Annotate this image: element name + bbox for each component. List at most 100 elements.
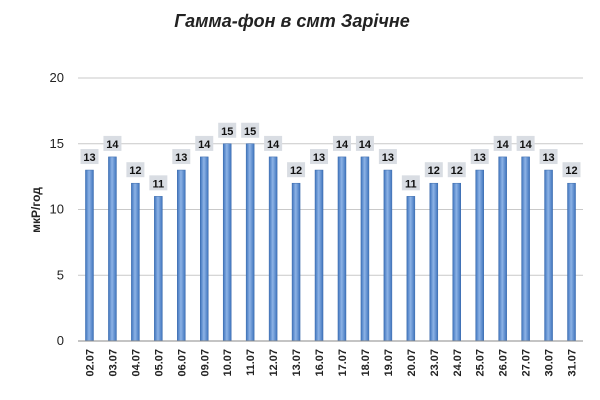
data-label-box: [332, 135, 351, 151]
bars: [85, 143, 576, 342]
x-tick-label: 19.07: [383, 349, 395, 377]
bar-09.07: [200, 156, 209, 342]
data-label-text: 12: [290, 165, 302, 177]
data-label-09.07: 14: [195, 135, 214, 151]
bar-06.07: [177, 169, 186, 342]
x-tick-label: 30.07: [544, 349, 556, 377]
data-label-text: 15: [244, 126, 256, 138]
bar-24.07: [452, 182, 461, 342]
x-tick-label: 09.07: [199, 349, 211, 377]
y-tick-label: 5: [57, 267, 64, 282]
bar-27.07: [521, 156, 530, 342]
data-label-19.07: 13: [378, 149, 397, 165]
bar-17.07: [337, 156, 347, 342]
data-label-box: [218, 122, 237, 138]
data-label-text: 14: [106, 139, 119, 151]
data-label-04.07: 12: [126, 162, 145, 178]
x-tick-label: 10.07: [222, 349, 234, 377]
x-tick-label: 20.07: [406, 349, 418, 377]
data-label-text: 12: [428, 165, 440, 177]
x-tick-label: 23.07: [429, 349, 441, 377]
data-label-box: [539, 149, 558, 165]
bar-10.07: [222, 143, 232, 342]
data-label-12.07: 14: [264, 135, 283, 151]
x-tick-label: 02.07: [84, 349, 96, 377]
x-tick-label: 18.07: [360, 349, 372, 377]
data-label-text: 11: [405, 178, 417, 190]
x-tick-label: 17.07: [337, 349, 349, 377]
y-tick-label: 15: [50, 136, 64, 151]
data-label-box: [378, 149, 397, 165]
data-label-box: [470, 149, 489, 165]
data-label-06.07: 13: [172, 149, 191, 165]
bar-19.07: [383, 169, 393, 342]
data-label-box: [241, 122, 260, 138]
data-label-box: [287, 162, 306, 178]
data-label-box: [126, 162, 145, 178]
bar-11.07: [245, 143, 255, 342]
data-label-13.07: 12: [287, 162, 306, 178]
bar-25.07: [475, 169, 484, 342]
data-label-23.07: 12: [424, 162, 443, 178]
x-tick-label: 03.07: [107, 349, 119, 377]
x-tick-label: 12.07: [268, 349, 280, 377]
data-label-17.07: 14: [332, 135, 351, 151]
data-label-11.07: 15: [241, 122, 260, 138]
bar-31.07: [567, 182, 576, 342]
data-label-box: [355, 135, 374, 151]
data-label-text: 13: [542, 152, 554, 164]
data-label-box: [80, 149, 99, 165]
data-label-box: [447, 162, 466, 178]
data-label-box: [103, 135, 122, 151]
data-label-text: 15: [221, 126, 233, 138]
bar-02.07: [85, 169, 94, 342]
data-label-16.07: 13: [310, 149, 329, 165]
data-label-20.07: 11: [401, 175, 420, 191]
data-label-05.07: 11: [149, 175, 168, 191]
y-tick-labels: 0 5 10 15 20: [50, 70, 64, 348]
data-label-box: [172, 149, 191, 165]
bar-13.07: [291, 182, 301, 342]
x-tick-label: 27.07: [521, 349, 533, 377]
bar-16.07: [314, 169, 324, 342]
data-label-text: 12: [565, 165, 577, 177]
data-label-text: 12: [129, 165, 141, 177]
data-label-box: [493, 135, 512, 151]
data-label-27.07: 14: [516, 135, 535, 151]
chart-title: Гамма-фон в смт Зарічне: [174, 11, 409, 31]
data-label-18.07: 14: [355, 135, 374, 151]
data-label-box: [195, 135, 214, 151]
x-tick-label: 24.07: [452, 349, 464, 377]
x-tick-label: 31.07: [567, 349, 579, 377]
x-tick-label: 04.07: [130, 349, 142, 377]
bar-26.07: [498, 156, 507, 342]
x-tick-label: 26.07: [498, 349, 510, 377]
data-label-text: 12: [451, 165, 463, 177]
data-label-box: [310, 149, 329, 165]
data-label-text: 13: [382, 152, 394, 164]
data-label-text: 11: [153, 178, 165, 190]
x-tick-label: 05.07: [153, 349, 165, 377]
x-tick-label: 06.07: [176, 349, 188, 377]
bar-03.07: [108, 156, 117, 342]
data-label-text: 14: [336, 139, 349, 151]
data-label-box: [516, 135, 535, 151]
bar-20.07: [406, 196, 416, 342]
data-label-box: [264, 135, 283, 151]
data-label-25.07: 13: [470, 149, 489, 165]
x-tick-label: 11.07: [245, 349, 257, 376]
data-label-30.07: 13: [539, 149, 558, 165]
bar-30.07: [544, 169, 553, 342]
data-label-box: [424, 162, 443, 178]
data-label-box: [149, 175, 168, 191]
y-tick-label: 20: [50, 70, 64, 85]
data-label-box: [562, 162, 581, 178]
data-label-31.07: 12: [562, 162, 581, 178]
x-tick-labels: 02.07 03.07 04.07 05.07 06.07 09.07 10.07 11.07…: [84, 349, 578, 377]
data-label-text: 13: [175, 152, 187, 164]
data-label-text: 14: [359, 139, 372, 151]
data-label-text: 13: [313, 152, 325, 164]
bar-05.07: [154, 196, 163, 342]
bar-04.07: [131, 182, 140, 342]
